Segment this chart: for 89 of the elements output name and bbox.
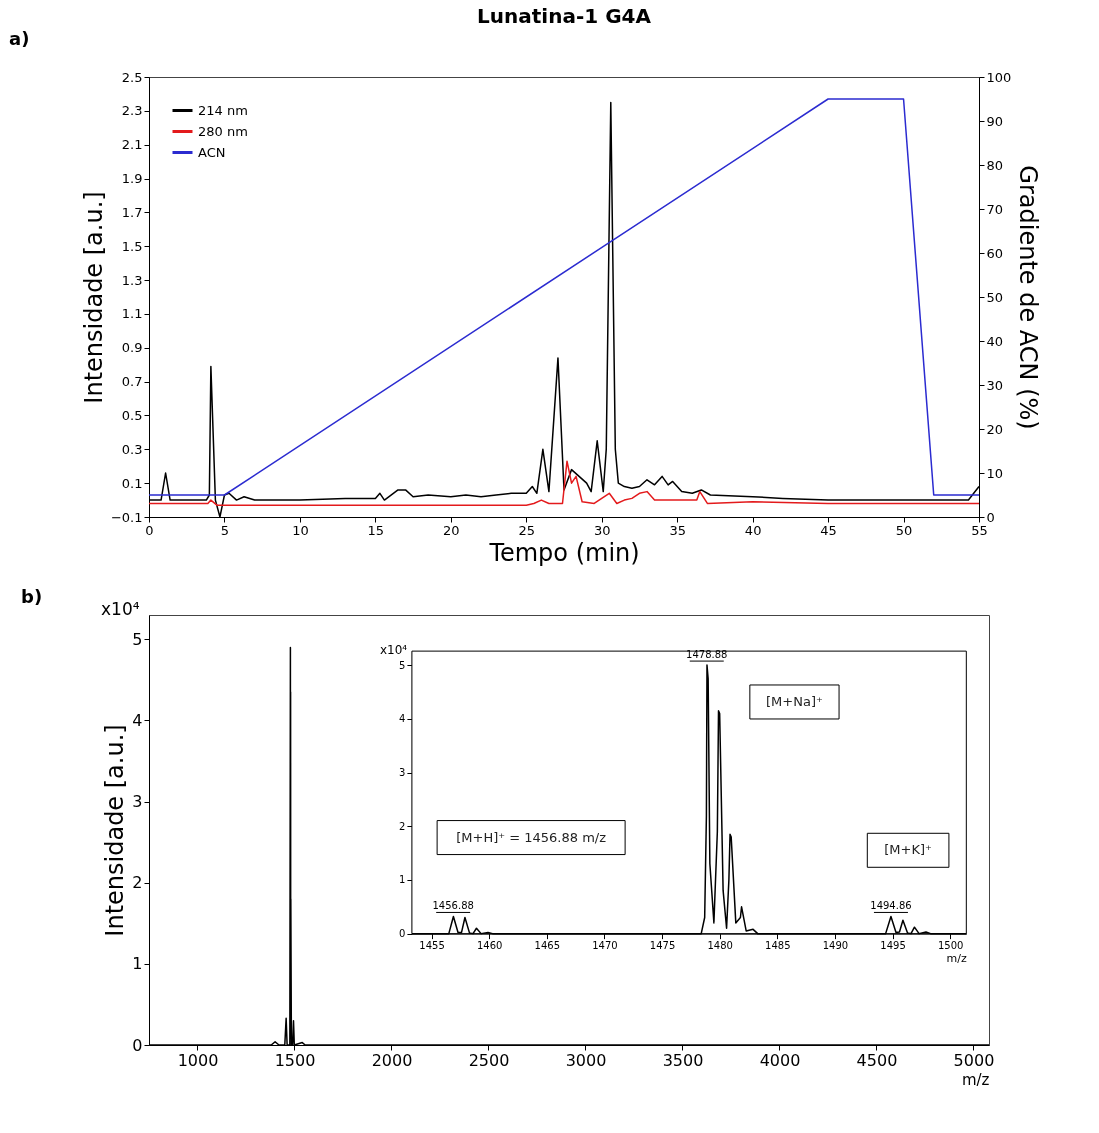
x-tick-label: 1480 (707, 940, 733, 952)
x-tick-label: 1485 (765, 940, 791, 952)
y2-tick-label: 50 (986, 289, 1004, 305)
y-tick-label: 1.5 (121, 238, 143, 254)
x-tick-label: 1475 (649, 940, 676, 952)
y2-tick-label: 100 (986, 69, 1012, 85)
x-tick-label: 15 (367, 522, 385, 538)
text: b) (21, 586, 43, 607)
y-tick-label: 5 (132, 629, 143, 649)
x-axis-title: m/z (961, 1070, 990, 1089)
y2-tick-label: 40 (986, 333, 1004, 349)
y2-tick-label: 60 (986, 245, 1004, 261)
annotation: 1478.88 (686, 649, 728, 661)
x-tick-label: 4500 (856, 1050, 898, 1070)
x-tick-label: 10 (292, 522, 309, 538)
y-axis-title: Intensidade [a.u.] (79, 191, 108, 404)
y-tick-label: 3 (399, 767, 406, 778)
line-series (149, 460, 979, 506)
y2-tick-label: 90 (986, 113, 1004, 129)
y-tick-label: 2.1 (121, 137, 143, 153)
y-tick-label: 1.7 (121, 204, 143, 220)
x-tick-label: 2500 (468, 1050, 510, 1070)
y-axis-title: Intensidade [a.u.] (101, 724, 130, 937)
x-tick-label: 0 (145, 522, 154, 538)
x-tick-label: 5 (220, 522, 230, 538)
y-tick-label: 1 (132, 954, 143, 974)
y2-tick-label: 70 (986, 201, 1004, 217)
y-tick-label: 1 (399, 874, 406, 886)
x-tick-label: 25 (518, 522, 536, 538)
y2-axis-title: Gradiente de ACN (%) (1014, 165, 1043, 430)
x-tick-label: 5000 (953, 1050, 995, 1070)
x-tick-label: 1500 (937, 940, 964, 952)
legend-label: 280 nm (198, 123, 248, 139)
y-tick-label: 2 (132, 873, 143, 893)
x-tick-label: 1495 (880, 940, 906, 952)
y-tick-label: 4 (399, 713, 406, 725)
x-tick-label: 50 (895, 522, 913, 538)
text: x10⁴ (101, 599, 140, 619)
x-tick-label: 1500 (274, 1050, 316, 1070)
x-axis-title: m/z (946, 952, 968, 966)
y2-tick-label: 10 (986, 465, 1004, 481)
y-tick-label: 3 (132, 792, 143, 812)
y2-tick-label: 0 (986, 509, 995, 525)
y-tick-label: 0 (132, 1035, 143, 1055)
y-tick-label: 0.7 (121, 374, 143, 390)
annotation: [M+K]⁺ (884, 842, 932, 858)
x-tick-label: 1465 (534, 940, 560, 952)
y-tick-label: 0.9 (121, 340, 143, 356)
x-tick-label: 40 (744, 522, 762, 538)
x-axis-title: Tempo (min) (488, 538, 640, 567)
y-tick-label: 0.3 (121, 441, 143, 457)
y-tick-label: 2 (399, 820, 406, 832)
y-tick-label: 2.3 (121, 103, 143, 119)
y-tick-label: 0 (399, 928, 406, 940)
legend-label: ACN (198, 144, 226, 160)
annotation: [M+Na]⁺ (766, 693, 823, 709)
y2-tick-label: 80 (986, 157, 1004, 173)
x-tick-label: 55 (971, 522, 988, 538)
y-tick-label: 0.1 (121, 475, 143, 491)
x-tick-label: 4000 (759, 1050, 801, 1070)
x-tick-label: 1490 (822, 940, 849, 952)
x-tick-label: 30 (593, 522, 611, 538)
x-tick-label: 2000 (371, 1050, 413, 1070)
y2-tick-label: 30 (986, 377, 1004, 393)
y-tick-label: 5 (399, 659, 406, 671)
annotation: x10⁴ (379, 643, 408, 658)
y-tick-label: 4 (132, 710, 143, 730)
chart-title: Lunatina-1 G4A (477, 4, 652, 28)
legend-label: 214 nm (198, 102, 248, 118)
x-tick-label: 35 (669, 522, 686, 538)
annotation: 1456.88 (432, 900, 474, 912)
y2-tick-label: 20 (986, 421, 1004, 437)
annotation: 1494.86 (870, 900, 912, 912)
y-tick-label: −0.1 (110, 509, 143, 525)
x-tick-label: 45 (820, 522, 837, 538)
y-tick-label: 1.1 (121, 306, 143, 322)
annotation: [M+H]⁺ = 1456.88 m/z (456, 829, 607, 845)
x-tick-label: 3500 (662, 1050, 704, 1070)
text: a) (9, 28, 30, 49)
x-tick-label: 1000 (177, 1050, 219, 1070)
x-tick-label: 3000 (565, 1050, 607, 1070)
x-tick-label: 1470 (592, 940, 618, 952)
y-tick-label: 2.5 (121, 69, 143, 85)
x-tick-label: 1455 (419, 940, 445, 952)
x-tick-label: 1460 (476, 940, 503, 952)
y-tick-label: 1.9 (121, 171, 143, 187)
y-tick-label: 1.3 (121, 272, 143, 288)
y-tick-label: 0.5 (121, 407, 143, 423)
x-tick-label: 20 (443, 522, 460, 538)
